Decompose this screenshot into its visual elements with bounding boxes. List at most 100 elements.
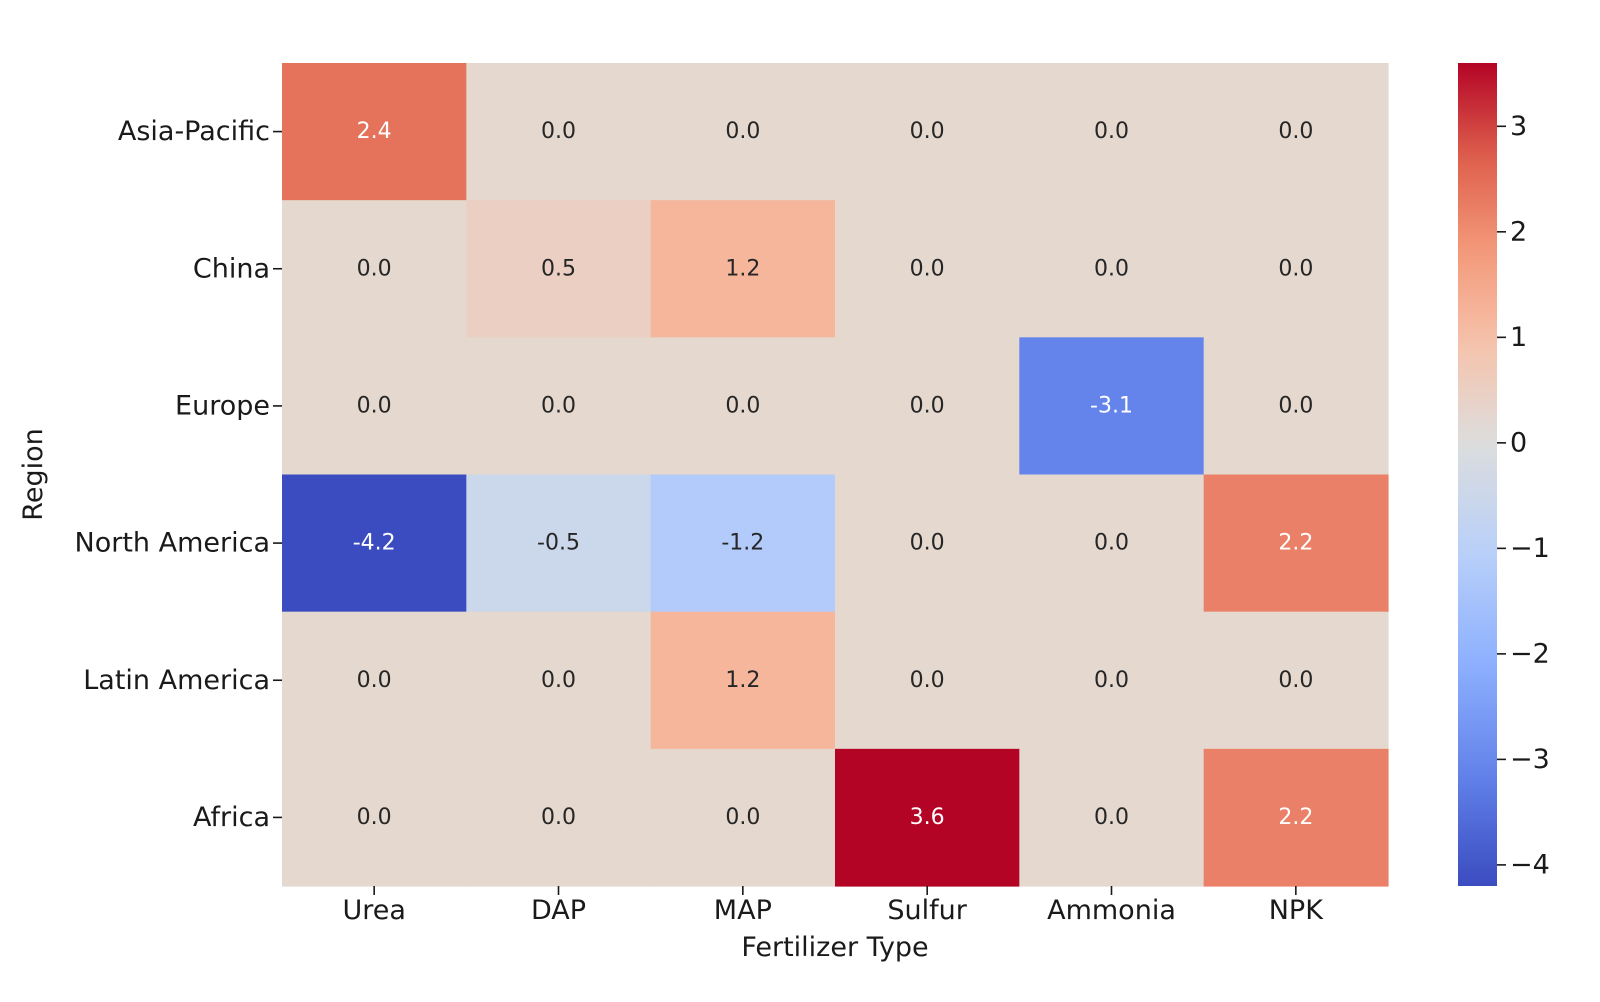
heatmap-cell [466,200,652,338]
cell-annotation: 0.0 [1278,668,1313,693]
colorbar-tick-label: 2 [1510,216,1527,247]
heatmap-cell [1019,748,1205,887]
heatmap-cell [835,337,1020,476]
cell-annotation: 0.0 [725,119,760,144]
cell-annotation: 0.0 [1094,668,1129,693]
heatmap-cell [835,748,1020,887]
cell-annotation: 0.0 [357,393,392,418]
y-tick-label: Africa [193,802,270,833]
heatmap-cell [1019,611,1205,750]
heatmap-cell [282,474,467,613]
cell-annotation: -3.1 [1090,393,1133,418]
cell-annotation: 0.0 [541,668,576,693]
heatmap-cell [282,337,467,476]
cell-annotation: 0.0 [725,393,760,418]
colorbar-tick-label: 1 [1510,322,1527,353]
cell-annotation: 0.0 [1278,393,1313,418]
cell-annotation: 0.0 [357,256,392,281]
heatmap-cell [1203,337,1389,476]
cell-annotation: 0.0 [541,393,576,418]
heatmap-cells [282,63,1389,887]
heatmap-cell [466,611,652,750]
cell-annotation: 0.0 [541,119,576,144]
colorbar-tick-label: −4 [1510,849,1550,880]
heatmap-cell [650,474,836,613]
cell-annotation: 0.5 [541,256,576,281]
heatmap-cell [650,63,836,201]
heatmap-cell [1203,748,1389,887]
cell-annotation: 0.0 [910,531,945,556]
x-tick-label: NPK [1269,895,1324,926]
heatmap-cell [1019,474,1205,613]
y-tick-label: China [193,253,270,284]
x-tick-label: Urea [342,895,405,926]
cell-annotation: 0.0 [910,256,945,281]
heatmap-cell [835,474,1020,613]
heatmap-cell [466,748,652,887]
heatmap-cell [1019,200,1205,338]
heatmap-cell [282,63,467,201]
cell-annotation: 0.0 [1278,256,1313,281]
heatmap-cell [1019,63,1205,201]
x-tick-label: Ammonia [1047,895,1176,926]
heatmap-cell [1019,337,1205,476]
colorbar-tick-label: 0 [1510,427,1527,458]
cell-annotation: 0.0 [910,119,945,144]
cell-annotation: -0.5 [537,531,580,556]
x-axis: Urea DAP MAP Sulfur Ammonia NPK [342,886,1324,926]
heatmap-cell [1203,63,1389,201]
cell-annotation: 0.0 [725,805,760,830]
heatmap-cell [650,200,836,338]
heatmap-cell [466,63,652,201]
cell-annotation: 2.4 [357,119,392,144]
heatmap-cell [1203,474,1389,613]
x-tick-label: Sulfur [887,895,967,926]
cell-annotation: 0.0 [1094,531,1129,556]
heatmap-cell [466,337,652,476]
heatmap-cell [835,611,1020,750]
y-tick-label: Asia-Pacific [118,116,270,147]
cell-annotation: 2.2 [1278,805,1313,830]
y-axis-title: Region [18,428,49,520]
colorbar-tick-label: −2 [1510,638,1550,669]
x-axis-title: Fertilizer Type [741,932,928,963]
cell-annotation: 0.0 [1094,119,1129,144]
colorbar-tick-label: −1 [1510,533,1550,564]
cell-annotation: 1.2 [725,668,760,693]
x-tick-label: DAP [531,895,586,926]
heatmap-cell [650,337,836,476]
y-tick-label: North America [75,528,270,559]
colorbar-tick-label: −3 [1510,744,1550,775]
colorbar: 3 2 1 0 −1 −2 −3 −4 [1458,63,1550,886]
cell-annotation: 0.0 [1094,256,1129,281]
cell-annotation: 2.2 [1278,531,1313,556]
cell-annotations: 2.4 0.0 0.0 0.0 0.0 0.0 0.0 0.5 1.2 0.0 0.0 0.0 0.0 0… [353,119,1314,830]
heatmap-cell [650,611,836,750]
y-tick-label: Europe [175,390,270,421]
heatmap-cell [282,200,467,338]
cell-annotation: 0.0 [357,805,392,830]
colorbar-gradient [1458,63,1497,886]
cell-annotation: -4.2 [353,531,396,556]
x-tick-label: MAP [714,895,772,926]
heatmap-cell [466,474,652,613]
cell-annotation: 0.0 [910,393,945,418]
heatmap-cell [650,748,836,887]
colorbar-tick-label: 3 [1510,111,1527,142]
cell-annotation: 0.0 [1278,119,1313,144]
cell-annotation: 0.0 [541,805,576,830]
heatmap-cell [282,748,467,887]
heatmap-cell [1203,611,1389,750]
y-tick-label: Latin America [83,665,270,696]
cell-annotation: 0.0 [910,668,945,693]
cell-annotation: -1.2 [721,531,764,556]
heatmap-cell [282,611,467,750]
heatmap-cell [835,200,1020,338]
cell-annotation: 1.2 [725,256,760,281]
cell-annotation: 3.6 [910,805,945,830]
cell-annotation: 0.0 [357,668,392,693]
cell-annotation: 0.0 [1094,805,1129,830]
y-axis: Asia-Pacific China Europe North America Lati… [75,116,282,833]
heatmap-cell [835,63,1020,201]
heatmap-cell [1203,200,1389,338]
